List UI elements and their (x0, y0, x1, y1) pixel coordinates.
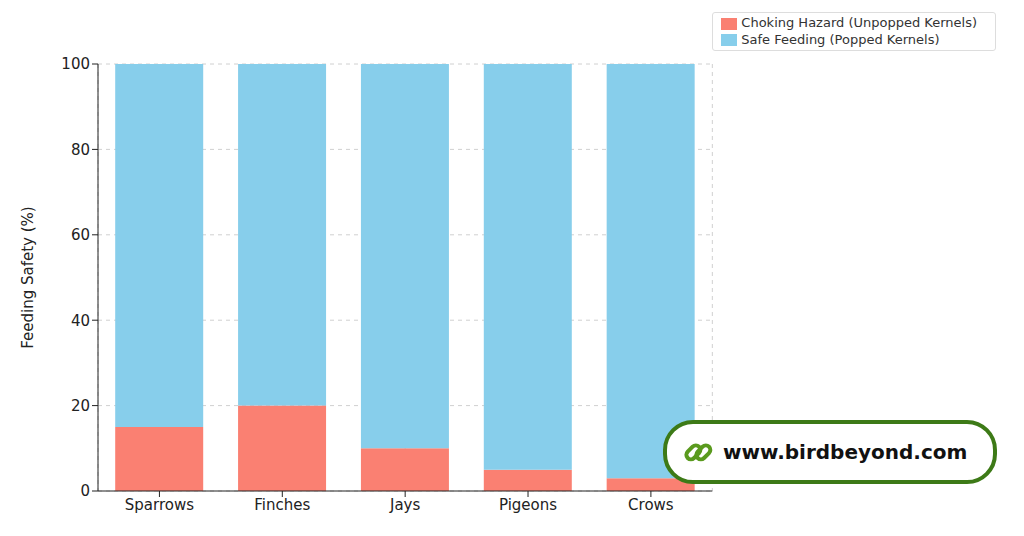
svg-text:80: 80 (71, 141, 90, 159)
html-text:www.birdbeyond.com: www.birdbeyond.com (723, 440, 968, 464)
svg-text:Feeding Safety (%): Feeding Safety (%) (19, 206, 37, 348)
svg-text:Jays: Jays (389, 496, 420, 514)
svg-text:Crows: Crows (628, 496, 674, 514)
html-text:Choking Hazard (Unpopped Kerne: Choking Hazard (Unpopped Kernels) (741, 15, 977, 30)
svg-text:0: 0 (80, 482, 90, 500)
svg-text:100: 100 (61, 55, 90, 73)
svg-text:60: 60 (71, 226, 90, 244)
svg-text:20: 20 (71, 397, 90, 415)
svg-text:Finches: Finches (254, 496, 310, 514)
svg-text:Sparrows: Sparrows (125, 496, 194, 514)
svg-text:Pigeons: Pigeons (499, 496, 557, 514)
svg-text:40: 40 (71, 312, 90, 330)
html-text:Safe Feeding (Popped Kernels): Safe Feeding (Popped Kernels) (741, 31, 940, 47)
